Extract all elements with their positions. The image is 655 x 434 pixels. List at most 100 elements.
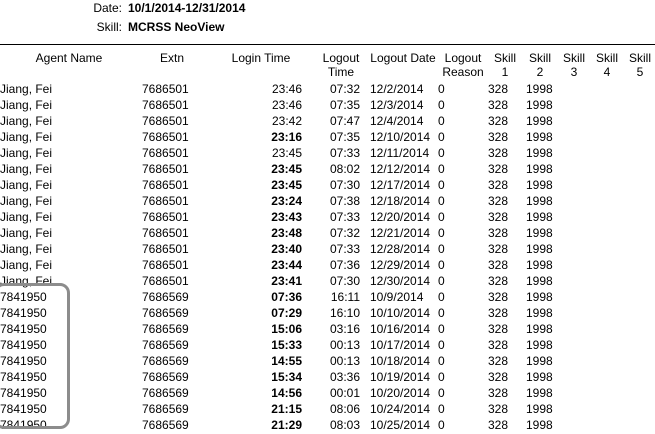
- cell-extn: 7686501: [142, 82, 189, 96]
- cell-login: 23:46: [271, 98, 302, 112]
- cell-s1: 328: [488, 194, 509, 208]
- cell-name: Jiang, Fei: [0, 226, 53, 240]
- cell-login: 23:48: [271, 226, 302, 240]
- col-skill-2-line2: 2: [536, 65, 544, 79]
- cell-login: 23:40: [271, 242, 302, 256]
- cell-s1: 328: [488, 82, 509, 96]
- cell-s1: 328: [488, 338, 509, 352]
- cell-extn: 7686501: [142, 258, 189, 272]
- cell-s1: 328: [488, 114, 509, 128]
- table-row: Jiang, Fei 7686501 23:45 07:30 12/17/2014 0 32…: [0, 177, 566, 193]
- cell-s1: 328: [488, 226, 509, 240]
- cell-ldate: 10/19/2014: [370, 370, 431, 384]
- cell-reason: 0: [438, 178, 445, 192]
- col-skill-1: Skill 1: [490, 51, 520, 79]
- col-logout-reason: Logout Reason: [440, 51, 486, 79]
- cell-s1: 328: [488, 162, 509, 176]
- cell-s2: 1998: [526, 274, 553, 288]
- cell-s1: 328: [488, 242, 509, 256]
- cell-name: Jiang, Fei: [0, 210, 53, 224]
- cell-reason: 0: [438, 82, 445, 96]
- cell-s2: 1998: [526, 338, 553, 352]
- cell-s2: 1998: [526, 194, 553, 208]
- col-skill-4-line2: 4: [603, 65, 611, 79]
- cell-s2: 1998: [526, 306, 553, 320]
- cell-name: Jiang, Fei: [0, 98, 53, 112]
- cell-extn: 7686569: [142, 418, 189, 432]
- cell-s1: 328: [488, 322, 509, 336]
- col-skill-1-line1: Skill: [493, 51, 516, 65]
- cell-ldate: 10/20/2014: [370, 386, 431, 400]
- cell-s2: 1998: [526, 114, 553, 128]
- col-logout-time-line1: Logout: [322, 51, 360, 65]
- cell-extn: 7686501: [142, 274, 189, 288]
- cell-ldate: 10/24/2014: [370, 402, 431, 416]
- cell-reason: 0: [438, 338, 445, 352]
- cell-logout: 07:35: [329, 130, 360, 144]
- cell-reason: 0: [438, 370, 445, 384]
- cell-login: 14:55: [271, 354, 302, 368]
- cell-ldate: 12/4/2014: [370, 114, 424, 128]
- table-row: 7841950 7686569 15:33 00:13 10/17/2014 0 328 19…: [0, 337, 566, 353]
- date-value: 10/1/2014-12/31/2014: [128, 1, 246, 15]
- col-skill-4-line1: Skill: [595, 51, 618, 65]
- cell-reason: 0: [438, 146, 445, 160]
- cell-logout: 16:11: [330, 290, 360, 304]
- col-skill-4: Skill 4: [592, 51, 622, 79]
- cell-extn: 7686569: [142, 386, 189, 400]
- cell-name: 7841950: [0, 322, 47, 336]
- cell-ldate: 10/25/2014: [370, 418, 431, 432]
- col-extn: Extn: [159, 51, 184, 65]
- cell-extn: 7686501: [142, 226, 189, 240]
- cell-reason: 0: [438, 242, 445, 256]
- table-row: Jiang, Fei 7686501 23:44 07:36 12/29/2014 0 32…: [0, 257, 566, 273]
- cell-login: 21:15: [271, 402, 302, 416]
- cell-name: Jiang, Fei: [0, 178, 53, 192]
- cell-ldate: 12/28/2014: [370, 242, 431, 256]
- cell-s2: 1998: [526, 418, 553, 432]
- cell-login: 23:46: [271, 82, 302, 96]
- cell-s1: 328: [488, 290, 509, 304]
- table-row: Jiang, Fei 7686501 23:46 07:32 12/2/2014 0 328…: [0, 81, 566, 97]
- cell-logout: 07:32: [329, 226, 360, 240]
- cell-extn: 7686501: [142, 210, 189, 224]
- cell-extn: 7686569: [142, 306, 189, 320]
- cell-reason: 0: [438, 226, 445, 240]
- col-skill-2: Skill 2: [525, 51, 555, 79]
- cell-reason: 0: [438, 194, 445, 208]
- cell-name: 7841950: [0, 386, 47, 400]
- cell-reason: 0: [438, 322, 445, 336]
- cell-reason: 0: [438, 386, 445, 400]
- table-row: Jiang, Fei 7686501 23:45 08:02 12/12/2014 0 32…: [0, 161, 566, 177]
- cell-extn: 7686501: [142, 162, 189, 176]
- table-row: 7841950 7686569 21:29 08:03 10/25/2014 0 328 19…: [0, 417, 566, 433]
- cell-extn: 7686569: [142, 338, 189, 352]
- cell-ldate: 12/17/2014: [370, 178, 431, 192]
- cell-ldate: 12/10/2014: [370, 130, 431, 144]
- cell-s1: 328: [488, 386, 509, 400]
- cell-s1: 328: [488, 402, 509, 416]
- cell-ldate: 12/30/2014: [370, 274, 431, 288]
- cell-extn: 7686501: [142, 130, 189, 144]
- cell-reason: 0: [438, 306, 445, 320]
- cell-reason: 0: [438, 114, 445, 128]
- cell-logout: 07:30: [329, 274, 360, 288]
- col-skill-2-line1: Skill: [528, 51, 551, 65]
- cell-s1: 328: [488, 306, 509, 320]
- cell-name: 7841950: [0, 306, 47, 320]
- header-divider: [0, 44, 655, 45]
- cell-logout: 08:03: [329, 418, 360, 432]
- cell-login: 15:33: [271, 338, 302, 352]
- cell-reason: 0: [438, 98, 445, 112]
- cell-extn: 7686569: [142, 322, 189, 336]
- cell-s2: 1998: [526, 402, 553, 416]
- cell-login: 15:34: [271, 370, 302, 384]
- table-body: Jiang, Fei 7686501 23:46 07:32 12/2/2014 0 328…: [0, 81, 566, 433]
- cell-login: 23:16: [271, 130, 302, 144]
- cell-s1: 328: [488, 210, 509, 224]
- cell-login: 07:36: [271, 290, 302, 304]
- cell-logout: 16:10: [329, 306, 360, 320]
- table-row: 7841950 7686569 15:06 03:16 10/16/2014 0 328 19…: [0, 321, 566, 337]
- cell-s1: 328: [488, 178, 509, 192]
- table-row: Jiang, Fei 7686501 23:43 07:33 12/20/2014 0 32…: [0, 209, 566, 225]
